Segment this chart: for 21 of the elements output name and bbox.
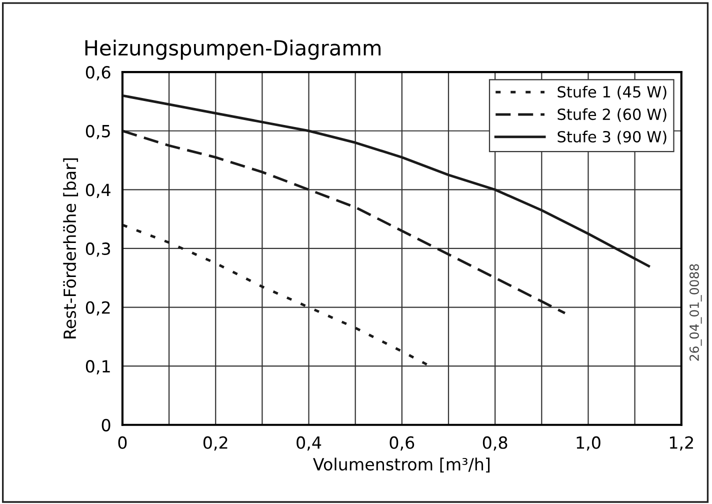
x-tick-label: 0 [118,436,127,449]
legend-label: Stufe 3 (90 W) [558,130,666,144]
y-axis-title: Rest-Förderhöhe [bar] [63,158,78,338]
y-tick-label: 0,5 [86,124,110,140]
x-tick-label: 0,6 [390,436,414,451]
legend-label: Stufe 2 (60 W) [558,108,666,122]
y-tick-label: 0,3 [86,242,110,257]
x-axis-title: Volumenstrom [m³/h] [313,458,490,473]
y-tick-label: 0,4 [86,184,110,198]
y-tick-label: 0,1 [86,360,110,374]
text: 26_04_01_0088 [690,264,702,361]
y-tick-label: 0,6 [86,66,110,80]
y-tick-label: 0,2 [86,301,110,316]
chart-title: Heizungspumpen-Diagramm [85,40,380,60]
x-tick-label: 0,2 [203,436,228,451]
x-tick-label: 0,8 [482,436,508,451]
y-tick-label: 0 [102,418,110,432]
legend-label: Stufe 1 (45 W) [558,86,666,100]
x-tick-label: 1,2 [670,436,693,451]
x-tick-label: 1,0 [576,436,600,451]
x-tick-label: 0,4 [296,436,322,451]
